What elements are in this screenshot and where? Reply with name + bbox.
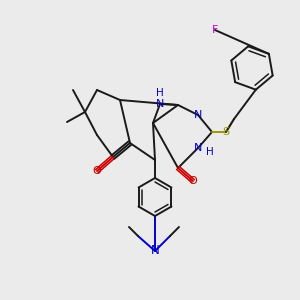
Text: S: S bbox=[222, 127, 230, 137]
Text: N: N bbox=[194, 143, 202, 153]
Text: O: O bbox=[93, 166, 101, 176]
Text: H: H bbox=[206, 147, 214, 157]
Text: F: F bbox=[212, 25, 218, 35]
Text: N: N bbox=[151, 244, 159, 257]
Text: O: O bbox=[189, 176, 197, 186]
Text: N: N bbox=[194, 110, 202, 120]
Text: H: H bbox=[156, 88, 164, 98]
Text: N: N bbox=[156, 99, 164, 109]
